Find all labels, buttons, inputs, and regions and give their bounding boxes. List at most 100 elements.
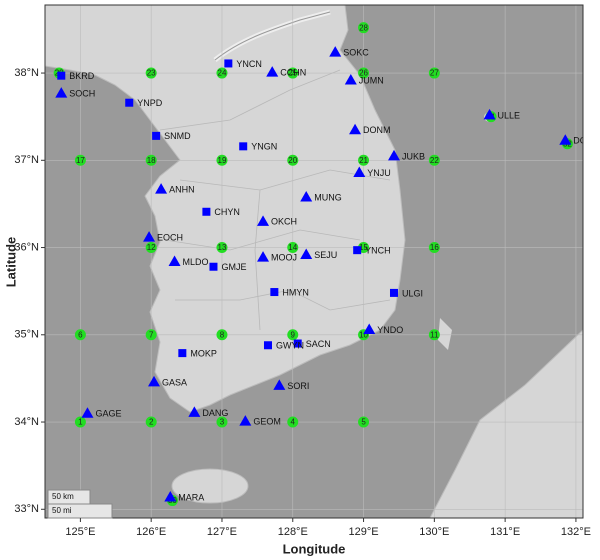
x-tick-label: 129°E <box>349 526 379 538</box>
grid-point <box>358 154 370 166</box>
japan <box>429 329 583 518</box>
grid-point-label: 28 <box>359 23 368 32</box>
x-tick-label: 128°E <box>278 526 308 538</box>
grid-point-label: 26 <box>359 69 368 78</box>
station-label: YNDO <box>377 325 403 335</box>
station-label: YNPD <box>137 98 163 108</box>
x-tick-label: 125°E <box>65 526 95 538</box>
station-label: ULLE <box>498 110 521 120</box>
grid-point <box>287 242 299 254</box>
grid-point-label: 21 <box>359 156 368 165</box>
station-square <box>209 262 218 271</box>
station-label: MLDO <box>183 257 209 267</box>
grid-point-label: 19 <box>218 156 227 165</box>
station-label: JUMN <box>359 75 384 85</box>
station-triangle <box>344 74 357 85</box>
station-square <box>353 246 362 255</box>
station-triangle <box>349 123 362 135</box>
grid-point-label: 17 <box>76 156 85 165</box>
station-label: BKRD <box>69 71 95 81</box>
grid-point <box>216 154 228 166</box>
station-triangle <box>266 66 279 77</box>
grid-point-label: 25 <box>288 69 297 78</box>
station-label: ULGI <box>402 288 423 298</box>
station-label: SOCH <box>69 88 95 98</box>
station-label: GMJE <box>221 262 246 272</box>
y-tick-label: 35°N <box>14 329 39 341</box>
station-label: JUKB <box>402 151 425 161</box>
grid-point-label: 20 <box>288 156 297 165</box>
x-tick-label: 127°E <box>207 526 237 538</box>
station-square <box>224 59 233 68</box>
station-label: MOOJ <box>271 253 297 263</box>
station-label: CHYN <box>214 207 240 217</box>
station-label: MUNG <box>314 192 342 202</box>
station-label: MOKP <box>190 348 217 358</box>
x-axis-label: Longitude <box>283 541 346 556</box>
y-axis-label: Latitude <box>3 237 18 288</box>
station-label: DANG <box>202 408 228 418</box>
station-triangle <box>300 248 313 260</box>
station-triangle <box>143 231 156 242</box>
station-label: YNJU <box>367 168 391 178</box>
grid-point-label: 10 <box>359 330 368 339</box>
x-tick-label: 131°E <box>490 526 520 538</box>
station-label: DONM <box>363 125 391 135</box>
grid-point <box>358 416 370 428</box>
station-square <box>270 288 279 297</box>
station-label: DOKD <box>573 136 600 146</box>
grid-point <box>428 329 440 341</box>
grid-point <box>145 154 157 166</box>
station-triangle <box>168 255 181 266</box>
station-label: SOKC <box>343 47 369 57</box>
station-label: GEOM <box>253 417 281 427</box>
x-tick-label: 130°E <box>419 526 449 538</box>
border-line <box>214 11 331 61</box>
station-square <box>389 288 398 297</box>
y-tick-label: 38°N <box>14 67 39 79</box>
station-square <box>202 207 211 216</box>
grid-point-label: 23 <box>147 69 156 78</box>
grid-point-label: 24 <box>218 69 227 78</box>
grid-point <box>145 242 157 254</box>
station-triangle <box>164 491 177 502</box>
grid-point <box>358 22 370 34</box>
frame <box>44 4 584 519</box>
station-label: SORI <box>287 381 309 391</box>
jeju <box>171 468 249 504</box>
station-label: OKCH <box>271 217 297 227</box>
grid-point <box>74 154 86 166</box>
station-triangle <box>257 215 270 226</box>
grid-point <box>145 416 157 428</box>
station-square <box>152 131 161 140</box>
station-square <box>57 71 66 80</box>
station-label: MARA <box>178 492 204 502</box>
station-triangle <box>300 190 313 202</box>
station-label: SACN <box>306 339 331 349</box>
station-label: ANHN <box>169 184 195 194</box>
station-triangle <box>559 134 572 145</box>
grid <box>45 5 583 518</box>
grid-point <box>216 67 228 79</box>
grid-point <box>74 329 86 341</box>
x-tick-label: 126°E <box>136 526 166 538</box>
station-triangle <box>148 375 161 387</box>
station-triangle <box>55 87 68 98</box>
station-label: CCHN <box>280 68 306 78</box>
y-tick-label: 37°N <box>14 154 39 166</box>
grid-point-label: 11 <box>430 330 439 339</box>
tsushima <box>438 318 452 350</box>
station-triangle <box>188 406 201 417</box>
station-triangle <box>257 251 270 262</box>
grid-point-label: 6 <box>78 330 83 339</box>
y-tick-label: 33°N <box>14 503 39 515</box>
grid-point-label: 8 <box>220 330 225 339</box>
grid-point-label: 1 <box>78 418 83 427</box>
station-triangle <box>329 46 342 57</box>
grid-point-label: 3 <box>220 418 225 427</box>
station-label: YNCN <box>236 59 262 69</box>
grid-point <box>358 67 370 79</box>
grid-point <box>216 416 228 428</box>
